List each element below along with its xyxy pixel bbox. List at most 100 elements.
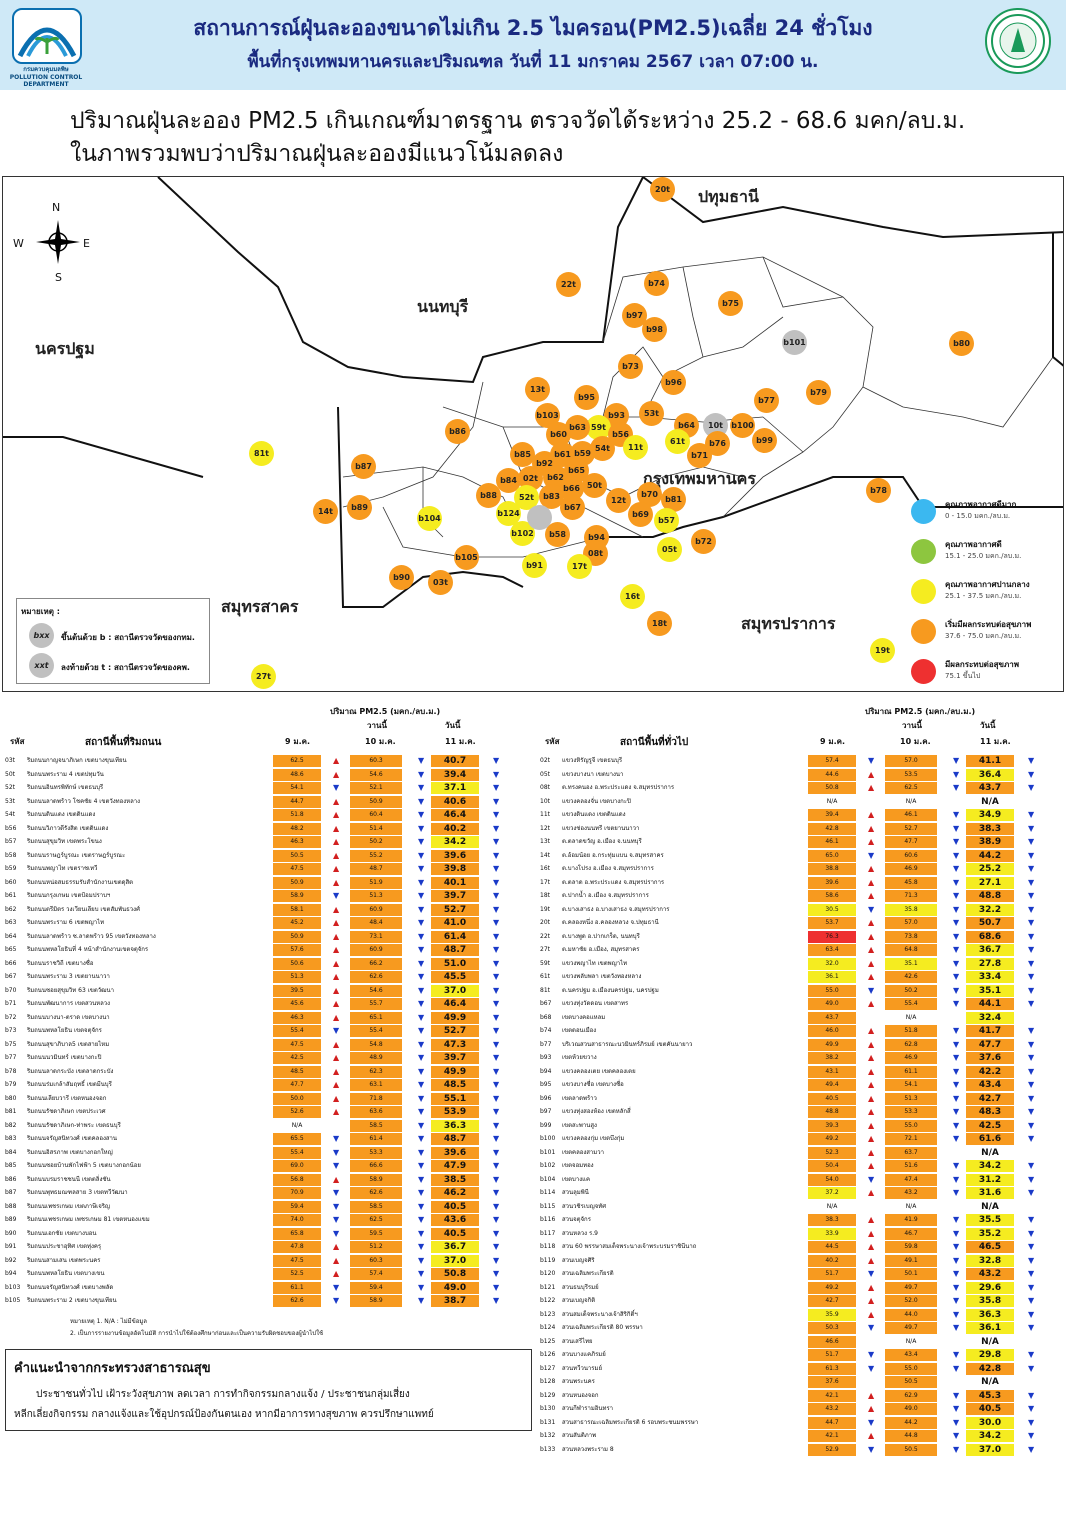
legend-swatch bbox=[911, 579, 936, 604]
station-marker: b67 bbox=[560, 495, 585, 520]
value-today: 44.2 bbox=[966, 849, 1014, 862]
table-row: b120 สวนเฉลิมพระเกียรติ 51.7 ▼ 50.1 ▼ 43.2 ▼ bbox=[540, 1268, 1045, 1281]
station-code: 12t bbox=[540, 824, 550, 832]
station-marker: b100 bbox=[730, 413, 755, 438]
value-today: 36.3 bbox=[966, 1308, 1014, 1321]
trend-down-icon: ▼ bbox=[953, 904, 960, 914]
station-name: ริมถนนเอกชัย เขตบางบอน bbox=[27, 1229, 97, 1237]
col-code: รหัส bbox=[545, 737, 560, 746]
trend-down-icon: ▼ bbox=[493, 756, 500, 765]
trend-down-icon: ▼ bbox=[333, 1228, 340, 1238]
trend-down-icon: ▼ bbox=[1028, 1323, 1035, 1332]
value-today: 39.7 bbox=[431, 890, 479, 902]
table-row: b103 ริมถนนจรัญสนิทวงศ์ เขตบางพลัด 61.1 ▼ 59… bbox=[5, 1281, 510, 1295]
station-name: สวนเสรีไทย bbox=[562, 1337, 593, 1345]
station-name: ริมถนนดินแดง เขตดินแดง bbox=[27, 811, 96, 818]
value-day1: 76.3 bbox=[808, 930, 856, 943]
trend-down-icon: ▼ bbox=[1028, 1390, 1035, 1400]
legend-range: 25.1 - 37.5 มคก./ลบ.ม. bbox=[945, 592, 1022, 600]
trend-down-icon: ▼ bbox=[953, 1444, 960, 1454]
value-today: N/A bbox=[966, 1146, 1014, 1159]
trend-down-icon: ▼ bbox=[418, 1161, 425, 1170]
trend-up-icon: ▲ bbox=[333, 823, 340, 833]
value-day1: 65.8 bbox=[273, 1227, 321, 1240]
legend-item: คุณภาพอากาศดี 15.1 - 25.0 มคก./ลบ.ม. bbox=[911, 535, 1061, 575]
trend-down-icon: ▼ bbox=[868, 850, 875, 860]
trend-up-icon: ▲ bbox=[868, 1161, 875, 1170]
table-row: b104 เขตบางแค 54.0 ▼ 47.4 ▼ 31.2 ▼ bbox=[540, 1173, 1045, 1187]
station-code: b94 bbox=[540, 1067, 552, 1075]
value-day1: 30.5 bbox=[808, 903, 856, 916]
trend-down-icon: ▼ bbox=[1028, 877, 1035, 887]
trend-down-icon bbox=[868, 796, 878, 808]
trend-down-icon bbox=[1028, 1376, 1038, 1388]
value-today: 42.8 bbox=[966, 1362, 1014, 1375]
station-name: ริมถนนพระราม 4 เขตปทุมวัน bbox=[27, 770, 104, 778]
trend-down-icon: ▼ bbox=[418, 769, 425, 779]
trend-down-icon: ▼ bbox=[418, 1134, 425, 1143]
value-day1: 32.0 bbox=[808, 957, 856, 970]
col-name: สถานีพื้นที่ริมถนน bbox=[85, 737, 162, 748]
station-name: แขวงดินแดง เขตดินแดง bbox=[562, 811, 626, 818]
pm25-map: N S E W ปทุมธานี นนทบุรี นครปฐม กรุงเทพม… bbox=[2, 176, 1064, 692]
station-name: ริมถนนตรีมิตร วงเวียนเลียบ เขตสัมพันธวงศ… bbox=[27, 905, 140, 913]
trend-down-icon: ▼ bbox=[418, 1269, 425, 1278]
station-name: ริมถนนพหลโยธินที่ 4 หน้าสำนักงานเขตจตุจั… bbox=[27, 946, 149, 953]
station-name: ริมถนนพุทธมณฑลสาย 3 เขตทวีวัฒนา bbox=[27, 1189, 128, 1196]
value-day2: 62.5 bbox=[885, 782, 937, 794]
col-date-1: 9 ม.ค. bbox=[820, 737, 846, 746]
station-marker: b77 bbox=[754, 388, 779, 413]
map-note: หมายเหตุ : bxx ขึ้นต้นด้วย b : สถานีตรวจ… bbox=[16, 598, 210, 684]
station-name: สวนสาธารณะเฉลิมพระเกียรติ 6 รอบพระชนมพรร… bbox=[562, 1418, 699, 1426]
trend-down-icon: ▼ bbox=[493, 864, 500, 873]
trend-down-icon: ▼ bbox=[418, 1188, 425, 1197]
value-day1: 49.0 bbox=[808, 998, 856, 1010]
table-row: b86 ริมถนนบรมราชชนนี เขตตลิ่งชัน 56.8 ▲ 58.9… bbox=[5, 1173, 510, 1187]
station-code: b117 bbox=[540, 1229, 556, 1237]
table-row: 59t แขวงพญาไท เขตพญาไท 32.0 ▲ 35.1 ▼ 27.8 ▼ bbox=[540, 957, 1045, 971]
value-day2: N/A bbox=[885, 1011, 937, 1024]
station-name: ต.บางพูด อ.ปากเกร็ด, นนทบุรี bbox=[562, 932, 640, 940]
station-marker: 81t bbox=[249, 441, 274, 466]
trend-up-icon: ▲ bbox=[868, 918, 875, 927]
trend-down-icon: ▼ bbox=[418, 1215, 425, 1224]
trend-down-icon: ▼ bbox=[953, 931, 960, 941]
value-day1: 61.1 bbox=[273, 1281, 321, 1294]
station-code: b59 bbox=[5, 865, 17, 872]
legend-item: เริ่มมีผลกระทบต่อสุขภาพ 37.6 - 75.0 มคก./… bbox=[911, 615, 1061, 655]
value-day1: 48.5 bbox=[273, 1065, 321, 1078]
trend-down-icon: ▼ bbox=[953, 972, 960, 981]
col-date-2: 10 ม.ค. bbox=[900, 737, 931, 746]
value-day1: 38.3 bbox=[808, 1214, 856, 1226]
trend-down-icon: ▼ bbox=[1028, 1350, 1035, 1359]
trend-up-icon: ▲ bbox=[868, 783, 875, 792]
value-day1: 49.2 bbox=[808, 1133, 856, 1145]
trend-down-icon: ▼ bbox=[1028, 985, 1035, 995]
legend-item: มีผลกระทบต่อสุขภาพ 75.1 ขึ้นไป bbox=[911, 655, 1061, 691]
trend-down-icon: ▼ bbox=[493, 1093, 500, 1103]
trend-down-icon: ▼ bbox=[493, 931, 500, 941]
value-today: 38.9 bbox=[966, 836, 1014, 848]
trend-down-icon: ▼ bbox=[333, 1134, 340, 1143]
value-day1: 48.8 bbox=[808, 1106, 856, 1118]
station-marker: b95 bbox=[574, 385, 599, 410]
station-name: แขวงพลับพลา เขตวังทองหลาง bbox=[562, 973, 642, 980]
trend-down-icon: ▼ bbox=[493, 1255, 500, 1265]
trend-down-icon: ▼ bbox=[953, 945, 960, 954]
station-marker: b99 bbox=[752, 428, 777, 453]
value-day1: 44.6 bbox=[808, 768, 856, 781]
trend-down-icon: ▼ bbox=[953, 918, 960, 927]
station-marker: b88 bbox=[476, 483, 501, 508]
value-today: 36.3 bbox=[431, 1119, 479, 1132]
trend-up-icon: ▲ bbox=[333, 945, 340, 954]
station-code: b57 bbox=[5, 838, 17, 845]
station-code: b94 bbox=[5, 1270, 17, 1277]
value-day1: 50.4 bbox=[808, 1160, 856, 1172]
station-name: แขวงหิรัญรูจี เขตธนบุรี bbox=[562, 757, 623, 764]
trend-down-icon: ▼ bbox=[1028, 756, 1035, 765]
value-day1: 37.6 bbox=[808, 1376, 856, 1388]
value-day1: 54.1 bbox=[273, 782, 321, 794]
station-code: b124 bbox=[540, 1324, 556, 1331]
trend-up-icon: ▲ bbox=[333, 850, 340, 860]
trend-down-icon: ▼ bbox=[418, 1255, 425, 1265]
